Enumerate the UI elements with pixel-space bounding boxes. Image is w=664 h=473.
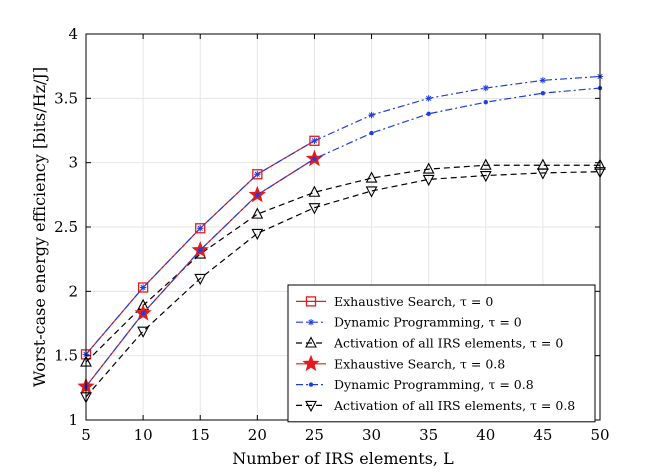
legend: Exhaustive Search, τ = 0 Dynamic Programm… bbox=[287, 284, 596, 423]
legend-entry: Dynamic Programming, τ = 0 bbox=[296, 315, 522, 330]
legend-entry: Activation of all IRS elements, τ = 0 bbox=[296, 336, 563, 351]
asterisk-marker bbox=[539, 77, 547, 84]
x-tick-label: 50 bbox=[590, 426, 609, 444]
y-tick-label: 4 bbox=[68, 25, 78, 43]
square-marker bbox=[305, 296, 317, 307]
series-line bbox=[85, 75, 601, 355]
triangle-up-marker bbox=[422, 162, 435, 174]
triangle-down-marker bbox=[194, 273, 207, 286]
x-tick-label: 5 bbox=[81, 426, 91, 444]
x-tick-label: 30 bbox=[362, 426, 381, 444]
dot-marker bbox=[140, 311, 146, 316]
asterisk-stroke bbox=[140, 284, 146, 291]
series-line bbox=[85, 171, 601, 398]
square-marker bbox=[195, 223, 206, 234]
triangle-down-marker bbox=[422, 174, 435, 187]
series-layer bbox=[77, 73, 606, 404]
x-tick-label: 25 bbox=[305, 426, 324, 444]
triangle-up-marker bbox=[305, 336, 317, 348]
square-marker bbox=[309, 135, 320, 146]
triangle-down-marker bbox=[479, 170, 492, 183]
triangle-up-marker bbox=[479, 158, 492, 170]
star-marker bbox=[302, 354, 320, 372]
asterisk-marker bbox=[311, 137, 318, 144]
legend-entry: Dynamic Programming, τ = 0.8 bbox=[296, 377, 534, 392]
triangle-down-marker bbox=[251, 228, 264, 241]
asterisk-marker bbox=[307, 319, 315, 326]
dot-marker bbox=[198, 247, 203, 253]
dot-marker bbox=[426, 111, 431, 116]
legend-label: Dynamic Programming, τ = 0 bbox=[334, 315, 522, 330]
x-tick-label: 40 bbox=[476, 426, 495, 444]
x-tick-label: 10 bbox=[134, 426, 153, 444]
dot-marker bbox=[312, 156, 317, 162]
asterisk-stroke bbox=[483, 85, 489, 91]
square-marker bbox=[137, 282, 149, 293]
asterisk-marker bbox=[197, 225, 204, 232]
asterisk-marker bbox=[254, 171, 261, 178]
asterisk-stroke bbox=[254, 171, 260, 177]
legend-entry: Exhaustive Search, τ = 0 bbox=[296, 294, 493, 309]
series-line bbox=[85, 164, 600, 363]
triangle-up-marker bbox=[308, 185, 321, 197]
y-tick-label: 2 bbox=[68, 282, 78, 300]
asterisk-marker bbox=[139, 284, 147, 291]
legend-label: Dynamic Programming, τ = 0.8 bbox=[334, 377, 534, 392]
y-axis-label: Worst-case energy efficiency [bits/Hz/J] bbox=[30, 67, 49, 387]
asterisk-stroke bbox=[368, 112, 375, 118]
asterisk-stroke bbox=[426, 95, 432, 101]
dot-marker bbox=[255, 192, 260, 198]
legend-label: Exhaustive Search, τ = 0.8 bbox=[334, 356, 505, 371]
series-line bbox=[85, 87, 601, 387]
triangle-down-marker bbox=[308, 203, 321, 215]
y-tick-label: 3.5 bbox=[54, 89, 78, 107]
x-tick-label: 20 bbox=[248, 426, 267, 444]
triangle-down-marker bbox=[137, 326, 150, 338]
square-marker bbox=[252, 169, 263, 180]
series-6 bbox=[80, 167, 606, 404]
x-axis-label: Number of IRS elements, L bbox=[232, 449, 454, 468]
asterisk-stroke bbox=[308, 319, 314, 325]
asterisk-stroke bbox=[540, 77, 546, 83]
legend-box bbox=[287, 284, 596, 423]
legend-entry: Activation of all IRS elements, τ = 0.8 bbox=[296, 398, 575, 413]
asterisk-stroke bbox=[197, 225, 203, 231]
dot-marker bbox=[540, 90, 546, 96]
triangle-up-marker bbox=[251, 207, 264, 219]
legend-label: Activation of all IRS elements, τ = 0.8 bbox=[333, 398, 575, 413]
x-tick-label: 45 bbox=[533, 426, 552, 444]
x-tick-label: 15 bbox=[191, 426, 210, 444]
ticks: 5 10 15 20 25 30 35 40 45 50 1 1.5 2 2.5 3 3.5 4 bbox=[54, 25, 609, 444]
triangle-down-marker bbox=[365, 186, 378, 198]
triangle-down-marker bbox=[305, 400, 317, 413]
y-tick-label: 3 bbox=[68, 154, 78, 172]
asterisk-marker bbox=[368, 111, 375, 119]
triangle-down-marker bbox=[536, 168, 549, 180]
dot-marker bbox=[369, 130, 374, 136]
triangle-up-marker bbox=[365, 171, 378, 183]
asterisk-marker bbox=[425, 95, 432, 102]
legend-label: Activation of all IRS elements, τ = 0 bbox=[333, 336, 563, 351]
series-5 bbox=[83, 85, 603, 389]
x-tick-label: 35 bbox=[419, 426, 438, 444]
dot-marker bbox=[308, 382, 314, 387]
asterisk-stroke bbox=[311, 138, 318, 144]
dot-marker bbox=[483, 99, 488, 105]
y-tick-label: 1 bbox=[68, 411, 78, 429]
legend-entry: Exhaustive Search, τ = 0.8 bbox=[296, 354, 505, 372]
legend-label: Exhaustive Search, τ = 0 bbox=[334, 294, 493, 309]
asterisk-marker bbox=[482, 84, 489, 92]
y-tick-label: 1.5 bbox=[54, 347, 78, 365]
y-tick-label: 2.5 bbox=[54, 218, 78, 236]
